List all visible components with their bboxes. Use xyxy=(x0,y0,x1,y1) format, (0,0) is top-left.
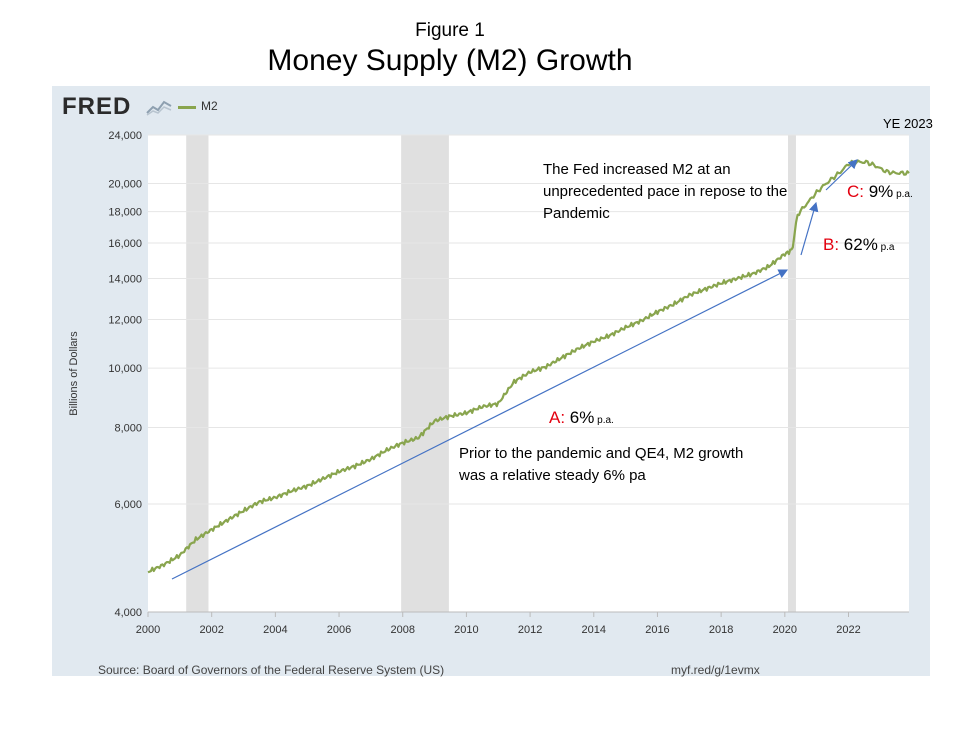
fred-logo: FRED xyxy=(62,93,132,120)
x-tick-label: 2018 xyxy=(709,624,733,636)
annotation-b-rate: 62% xyxy=(839,235,878,254)
chart-line-icon xyxy=(146,100,172,116)
annotation-b-unit: p.a xyxy=(877,242,895,253)
annotation-a-unit: p.a. xyxy=(594,415,614,426)
legend-swatch-m2 xyxy=(178,106,196,109)
y-tick-label: 16,000 xyxy=(108,238,142,250)
y-axis-label: Billions of Dollars xyxy=(68,331,80,416)
figure-label: Figure 1 xyxy=(415,20,485,41)
annotation-b-letter: B: xyxy=(823,235,840,254)
recession-band-0 xyxy=(186,135,209,612)
arrow-b xyxy=(800,201,819,256)
y-tick-label: 24,000 xyxy=(108,130,142,142)
x-tick-label: 2020 xyxy=(773,624,797,636)
annotation-c-rate: 9% xyxy=(864,182,894,201)
series-line-m2 xyxy=(147,159,910,574)
x-tick-label: 2016 xyxy=(645,624,669,636)
y-tick-label: 12,000 xyxy=(108,315,142,327)
y-tick-label: 20,000 xyxy=(108,179,142,191)
x-tick-label: 2008 xyxy=(390,624,414,636)
annotation-c: C: 9% p.a. xyxy=(847,181,913,206)
recession-band-2 xyxy=(788,135,796,612)
x-tick-label: 2002 xyxy=(199,624,223,636)
y-tick-label: 6,000 xyxy=(114,499,142,511)
x-tick-label: 2004 xyxy=(263,624,287,636)
arrow-a xyxy=(171,269,789,580)
y-tick-label: 4,000 xyxy=(114,607,142,619)
note-prior-growth: Prior to the pandemic and QE4, M2 growth… xyxy=(459,445,744,484)
short-link[interactable]: myf.red/g/1evmx xyxy=(671,663,760,677)
x-tick-label: 2000 xyxy=(136,624,160,636)
annotation-a: A: 6% p.a. xyxy=(549,407,614,432)
x-tick-label: 2014 xyxy=(582,624,606,636)
note-pandemic: The Fed increased M2 at an unprecedented… xyxy=(543,161,788,222)
ye-label: YE 2023 xyxy=(883,116,933,131)
annotation-a-letter: A: xyxy=(549,408,566,427)
source-note: Source: Board of Governors of the Federa… xyxy=(98,663,445,677)
annotation-b: B: 62% p.a xyxy=(823,234,895,259)
x-tick-label: 2012 xyxy=(518,624,542,636)
recession-band-1 xyxy=(401,135,449,612)
annotation-c-letter: C: xyxy=(847,182,864,201)
y-tick-label: 8,000 xyxy=(114,422,142,434)
arrow-c xyxy=(825,159,858,191)
x-tick-label: 2022 xyxy=(836,624,860,636)
figure-title: Money Supply (M2) Growth xyxy=(267,44,633,77)
x-tick-label: 2010 xyxy=(454,624,478,636)
y-tick-label: 14,000 xyxy=(108,273,142,285)
y-tick-label: 10,000 xyxy=(108,363,142,375)
annotation-a-rate: 6% xyxy=(565,408,595,427)
x-tick-label: 2006 xyxy=(327,624,351,636)
y-tick-label: 18,000 xyxy=(108,207,142,219)
legend-label-m2: M2 xyxy=(201,99,218,113)
annotation-c-unit: p.a. xyxy=(893,189,913,200)
